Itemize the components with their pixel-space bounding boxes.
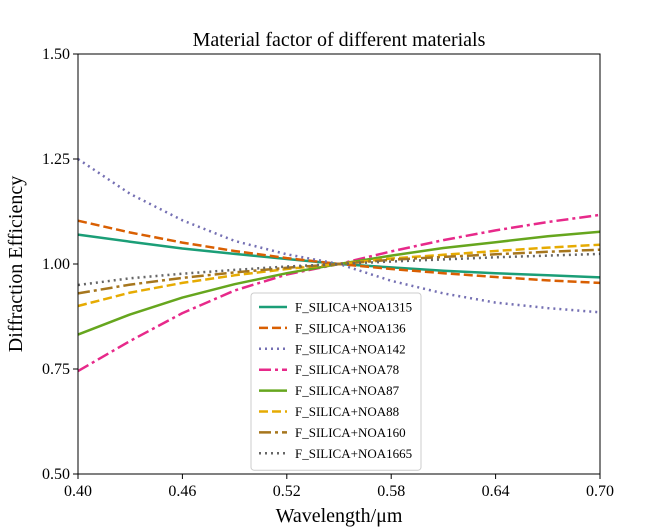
chart-title: Material factor of different materials [193, 29, 486, 51]
plot-area [77, 157, 601, 373]
x-axis: 0.40 0.46 0.52 0.58 0.64 0.70 [64, 474, 614, 500]
x-tick-label: 0.70 [586, 483, 614, 500]
y-tick-label: 1.25 [42, 151, 70, 168]
legend: F_SILICA+NOA1315 F_SILICA+NOA136 F_SILICA+… [250, 292, 422, 471]
legend-label: F_SILICA+NOA1315 [295, 300, 412, 315]
y-tick-label: 0.50 [42, 466, 70, 483]
legend-label: F_SILICA+NOA142 [295, 341, 406, 356]
x-tick-label: 0.64 [482, 483, 510, 500]
legend-box [250, 292, 422, 471]
y-tick-label: 1.50 [42, 46, 70, 63]
y-tick-label: 1.00 [42, 256, 70, 273]
legend-label: F_SILICA+NOA78 [295, 362, 399, 377]
legend-label: F_SILICA+NOA87 [295, 383, 400, 398]
x-tick-label: 0.52 [273, 483, 301, 500]
y-axis: 0.50 0.75 1.00 1.25 1.50 [42, 46, 78, 483]
series-line-7 [77, 248, 601, 295]
legend-label: F_SILICA+NOA88 [295, 404, 399, 419]
x-axis-label: Wavelength/μm [276, 505, 403, 527]
y-axis-label: Diffraction Efficiency [5, 176, 27, 352]
legend-label: F_SILICA+NOA136 [295, 320, 406, 335]
y-tick-label: 0.75 [42, 361, 70, 378]
series-line-3 [77, 157, 601, 314]
x-tick-label: 0.46 [168, 483, 196, 500]
x-tick-label: 0.40 [64, 483, 92, 500]
legend-label: F_SILICA+NOA1665 [295, 446, 412, 461]
x-tick-label: 0.58 [377, 483, 405, 500]
legend-label: F_SILICA+NOA160 [295, 425, 406, 440]
